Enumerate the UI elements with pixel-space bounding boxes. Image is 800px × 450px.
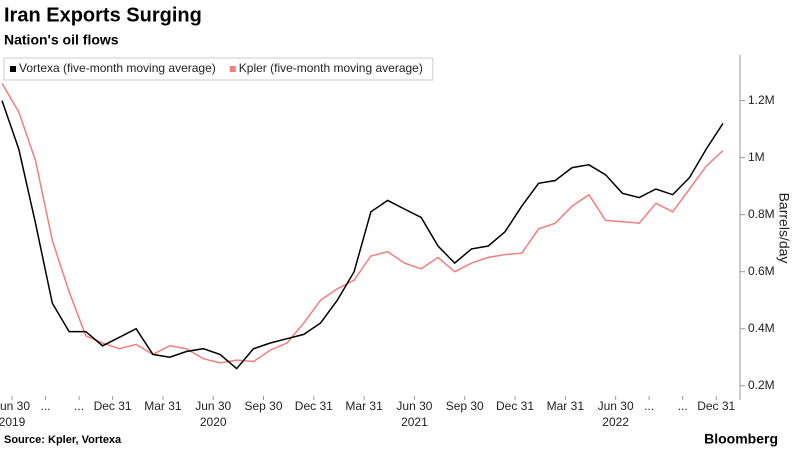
legend-label: Kpler (five-month moving average) xyxy=(239,61,423,75)
x-tick-label: Sep 30 xyxy=(446,399,484,413)
x-tick-label: Dec 31 xyxy=(496,399,534,413)
x-tick-label: Jun 30 xyxy=(396,399,432,413)
y-tick-label: 1M xyxy=(748,150,765,164)
x-tick-label: ... xyxy=(644,399,654,413)
year-label: 2020 xyxy=(200,415,227,429)
year-label: 2021 xyxy=(401,415,428,429)
y-tick-label: 0.6M xyxy=(748,264,775,278)
year-label: 2022 xyxy=(602,415,629,429)
x-tick-label: ... xyxy=(678,399,688,413)
x-tick-label: Dec 31 xyxy=(94,399,132,413)
x-tick-label: Dec 31 xyxy=(295,399,333,413)
y-tick-label: 0.8M xyxy=(748,207,775,221)
chart-title: Iran Exports Surging xyxy=(4,4,202,26)
brand: Bloomberg xyxy=(704,431,778,447)
x-tick-label: Jun 30 xyxy=(0,399,30,413)
series-line xyxy=(1,83,724,364)
x-tick-label: Jun 30 xyxy=(195,399,231,413)
source: Source: Kpler, Vortexa xyxy=(4,434,122,446)
legend-label: Vortexa (five-month moving average) xyxy=(19,61,216,75)
x-tick-label: Sep 30 xyxy=(244,399,282,413)
y-tick-label: 0.4M xyxy=(748,321,775,335)
x-tick-label: Jun 30 xyxy=(598,399,634,413)
x-tick-label: Mar 31 xyxy=(144,399,182,413)
y-axis-label: Barrels/day xyxy=(776,193,792,264)
y-tick-label: 1.2M xyxy=(748,93,775,107)
series-line xyxy=(1,100,724,370)
x-tick-label: ... xyxy=(74,399,84,413)
year-label: 2019 xyxy=(0,415,26,429)
x-tick-label: Dec 31 xyxy=(697,399,735,413)
x-tick-label: Mar 31 xyxy=(345,399,383,413)
legend-box xyxy=(3,57,434,81)
legend-swatch xyxy=(229,66,236,72)
x-tick-label: ... xyxy=(41,399,51,413)
y-tick-label: 0.2M xyxy=(748,378,775,392)
x-tick-label: Mar 31 xyxy=(547,399,585,413)
chart-subtitle: Nation's oil flows xyxy=(4,32,119,48)
legend-swatch xyxy=(10,66,16,72)
